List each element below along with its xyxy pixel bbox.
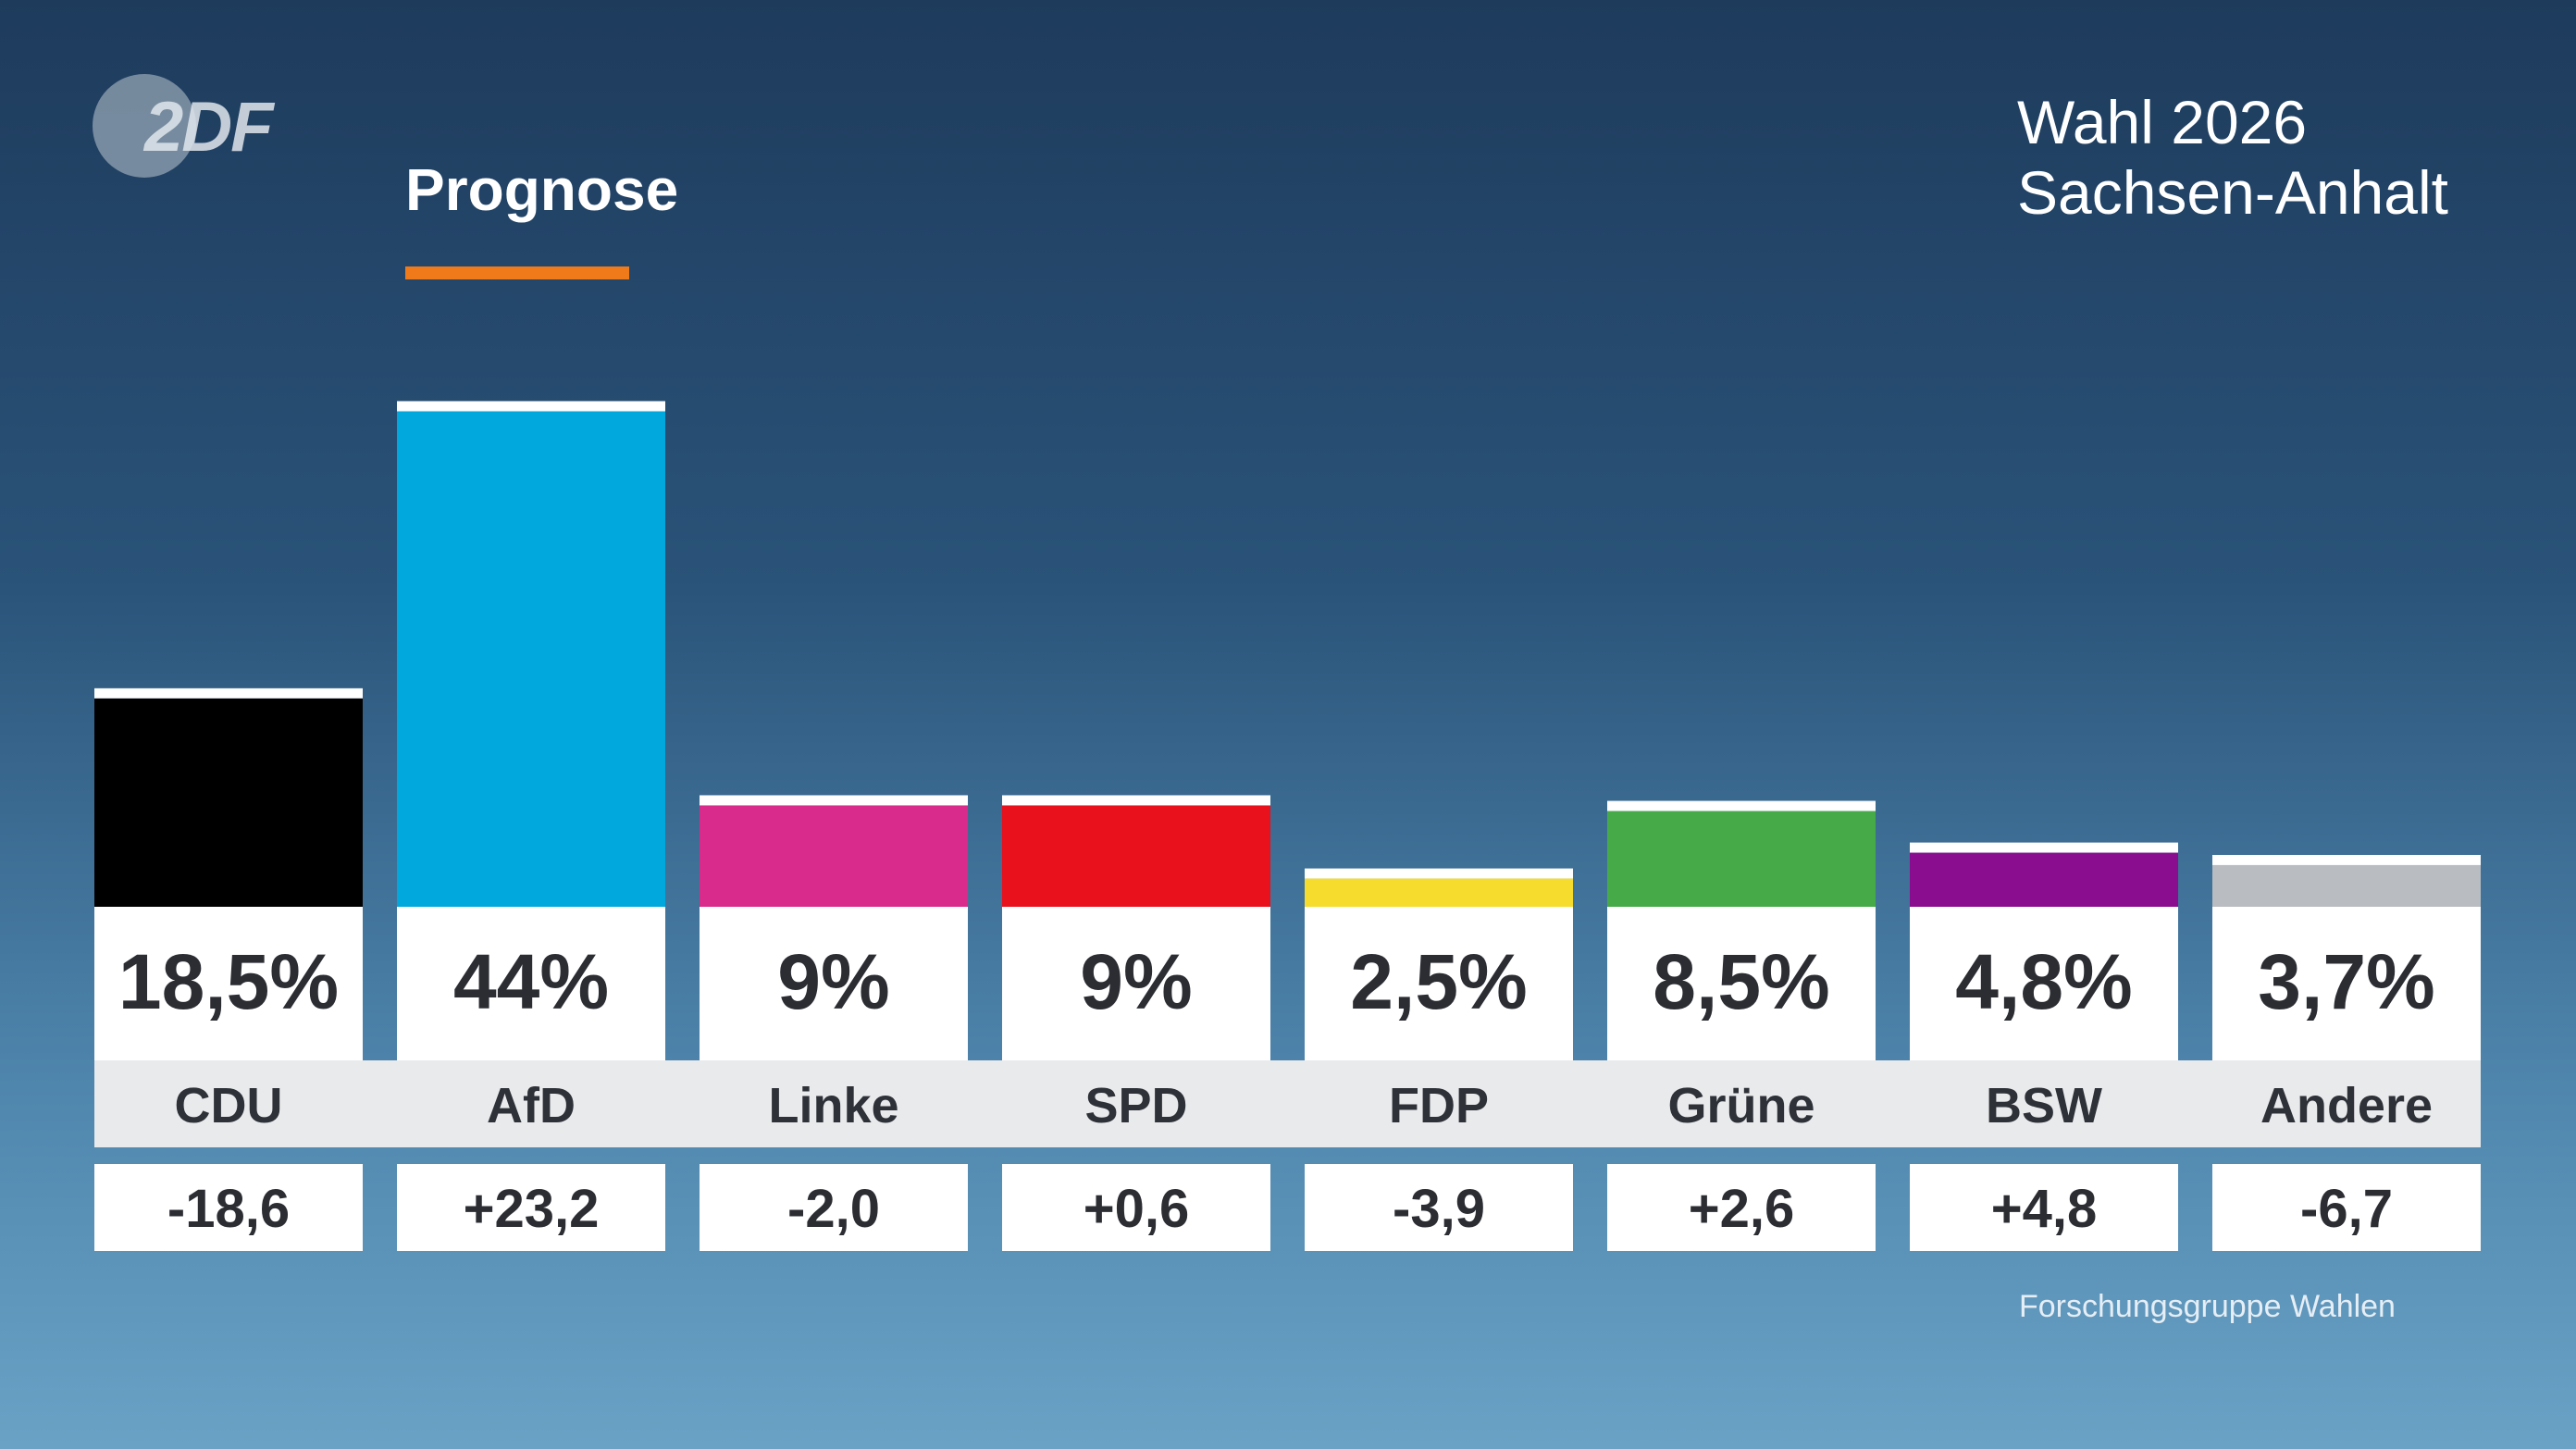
value-label: 44%	[453, 938, 609, 1025]
party-label: Andere	[2260, 1078, 2433, 1133]
bar-cap	[2212, 854, 2481, 865]
value-label: 18,5%	[118, 938, 339, 1025]
change-label: -3,9	[1393, 1179, 1485, 1239]
election-title-line1: Wahl 2026	[2017, 88, 2308, 156]
change-box	[94, 1164, 363, 1251]
change-label: +2,6	[1689, 1179, 1795, 1239]
bar-andere	[2212, 864, 2481, 907]
header-prognose: Prognose	[405, 156, 679, 223]
change-label: -2,0	[787, 1179, 880, 1239]
value-label: 9%	[777, 938, 889, 1025]
bar-cap	[397, 401, 665, 412]
change-box	[1607, 1164, 1876, 1251]
bar-cap	[1305, 868, 1573, 879]
bar-linke	[700, 805, 968, 907]
bar-cdu	[94, 698, 363, 907]
bar-cap	[1910, 842, 2178, 853]
bar-cap	[700, 795, 968, 806]
value-label: 9%	[1080, 938, 1192, 1025]
zdf-logo-circle	[93, 74, 196, 178]
value-box	[700, 907, 968, 1060]
value-label: 3,7%	[2258, 938, 2434, 1025]
party-label: FDP	[1389, 1078, 1489, 1133]
value-label: 8,5%	[1653, 938, 1829, 1025]
value-box	[94, 907, 363, 1060]
bar-bsw	[1910, 852, 2178, 907]
change-box	[2212, 1164, 2481, 1251]
party-label: SPD	[1084, 1078, 1187, 1133]
value-label: 4,8%	[1955, 938, 2132, 1025]
value-box	[1910, 907, 2178, 1060]
value-box	[397, 907, 665, 1060]
change-label: +23,2	[464, 1179, 600, 1239]
value-box	[2212, 907, 2481, 1060]
header-underline	[405, 266, 629, 279]
bar-cap	[1002, 795, 1270, 806]
change-box	[1305, 1164, 1573, 1251]
value-box	[1305, 907, 1573, 1060]
bar-gruene	[1607, 811, 1876, 907]
party-label: AfD	[487, 1078, 576, 1133]
change-box	[700, 1164, 968, 1251]
bar-cap	[94, 687, 363, 699]
change-label: +4,8	[1991, 1179, 2098, 1239]
party-label: CDU	[175, 1078, 283, 1133]
party-label: Linke	[768, 1078, 898, 1133]
change-label: -18,6	[167, 1179, 290, 1239]
value-box	[1607, 907, 1876, 1060]
election-title-line2: Sachsen-Anhalt	[2017, 158, 2448, 227]
party-name-band	[94, 1060, 2481, 1147]
change-label: +0,6	[1084, 1179, 1190, 1239]
zdf-logo: 2DF	[93, 74, 278, 185]
party-label: BSW	[1986, 1078, 2102, 1133]
change-label: -6,7	[2300, 1179, 2393, 1239]
bar-spd	[1002, 805, 1270, 907]
bar-fdp	[1305, 878, 1573, 907]
bar-afd	[397, 411, 665, 907]
source-credit: Forschungsgruppe Wahlen	[2019, 1289, 2396, 1324]
bar-cap	[1607, 800, 1876, 811]
change-box	[1002, 1164, 1270, 1251]
election-title: Wahl 2026 Sachsen-Anhalt	[2017, 87, 2448, 228]
party-label: Grüne	[1667, 1078, 1814, 1133]
change-box	[397, 1164, 665, 1251]
zdf-logo-text: 2DF	[144, 88, 274, 167]
change-box	[1910, 1164, 2178, 1251]
value-box	[1002, 907, 1270, 1060]
value-label: 2,5%	[1350, 938, 1527, 1025]
